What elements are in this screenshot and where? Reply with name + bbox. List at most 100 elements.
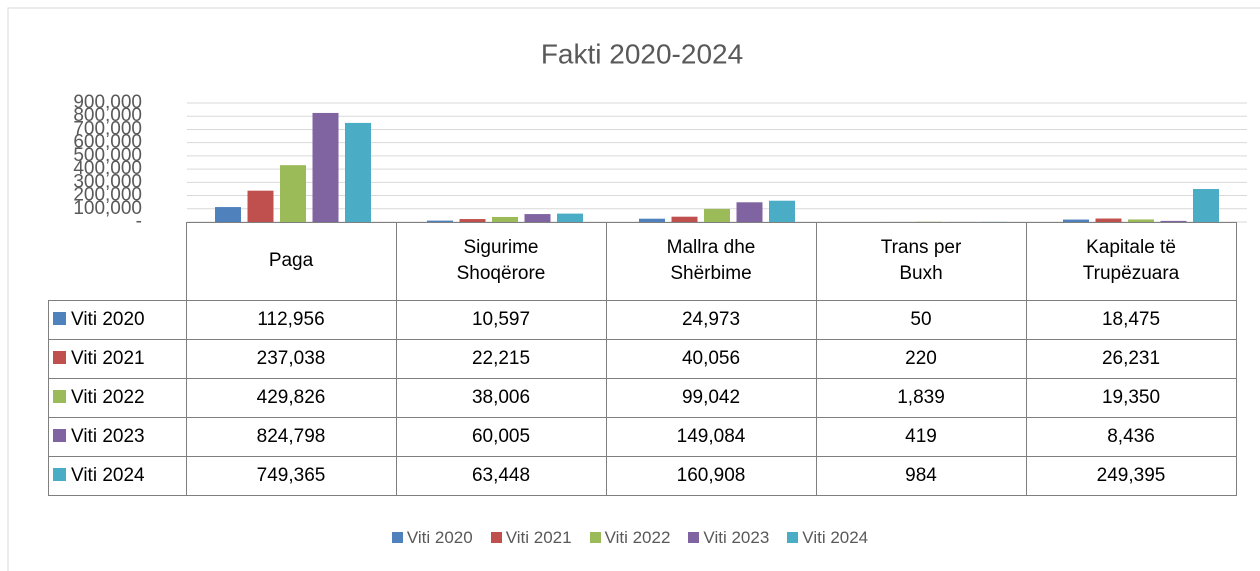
y-tick-label: 300,000 [73,171,142,192]
table-row: Viti 2021 237,038 22,215 40,056 220 26,231 [48,338,1237,379]
series-name: Viti 2021 [71,347,145,369]
table-value: 26,231 [1025,338,1237,379]
y-tick-label: 600,000 [73,132,142,153]
y-tick-label: 700,000 [73,118,142,139]
table-value: 40,056 [605,338,817,379]
category-label: Kapitale të Trupëzuara [1025,222,1237,301]
bar [671,216,698,222]
table-value: 60,005 [395,416,607,457]
bar [492,216,518,222]
y-tick-label: 500,000 [73,145,142,166]
table-value: 18,475 [1025,299,1237,340]
table-value: 63,448 [395,455,607,496]
table-value: 24,973 [605,299,817,340]
table-value: 112,956 [185,299,397,340]
row-label: Viti 2022 [48,377,187,418]
chart-border [7,7,1260,571]
row-label: Viti 2024 [48,455,187,496]
category-label: Mallra dhe Shërbime [605,222,817,301]
legend-item: Viti 2023 [688,528,769,547]
table-value: 429,826 [185,377,397,418]
table-value: 8,436 [1025,416,1237,457]
bar [1128,219,1154,222]
y-tick-label: 800,000 [73,105,142,126]
legend-label: Viti 2021 [505,528,572,547]
legend-item: Viti 2022 [589,528,671,547]
chart-title: Fakti 2020-2024 [541,38,743,69]
row-label: Viti 2021 [48,338,187,379]
legend-swatch [53,467,66,481]
bar [769,200,795,222]
y-tick-label: - [136,211,142,232]
table-value: 249,395 [1025,455,1237,496]
legend-label: Viti 2023 [703,528,770,547]
legend-label: Viti 2024 [802,528,869,547]
table-value: 99,042 [605,377,817,418]
table-value: 984 [815,455,1027,496]
legend-item: Viti 2020 [391,528,473,547]
legend-swatch [53,389,66,403]
row-label: Viti 2020 [48,299,187,340]
table-value: 50 [815,299,1027,340]
bar [736,202,763,222]
table-value: 824,798 [185,416,397,457]
table-header-row: Paga Sigurime Shoqërore Mallra dhe Shërbim… [48,222,1237,301]
legend-swatch [490,532,502,543]
series-name: Viti 2022 [71,386,145,408]
table-value: 237,038 [185,338,397,379]
table-corner [48,222,187,301]
table-row: Viti 2020 112,956 10,597 24,973 50 18,475 [48,299,1237,340]
table-value: 38,006 [395,377,607,418]
table-value: 749,365 [185,455,397,496]
legend-item: Viti 2024 [787,528,868,547]
bar [704,208,730,222]
bar [280,165,306,222]
legend-swatch [53,311,66,325]
legend-swatch [53,428,66,442]
legend: Viti 2020 Viti 2021 Viti 2022 Viti 2023 Viti… [0,528,1260,548]
legend-swatch [787,532,799,543]
series-name: Viti 2020 [71,308,145,330]
series-name: Viti 2023 [71,425,145,447]
legend-item: Viti 2021 [490,528,572,547]
category-label: Paga [185,222,397,301]
bar [1193,189,1219,222]
y-tick-label: 100,000 [73,198,142,219]
table-row: Viti 2022 429,826 38,006 99,042 1,839 19,350 [48,377,1237,418]
y-tick-label: 200,000 [73,185,142,206]
bar [1160,220,1187,222]
y-tick-label: 400,000 [73,158,142,179]
series-name: Viti 2024 [71,464,145,486]
table-value: 149,084 [605,416,817,457]
table-value: 22,215 [395,338,607,379]
table-row: Viti 2023 824,798 60,005 149,084 419 8,436 [48,416,1237,457]
bar [215,207,241,222]
row-label: Viti 2023 [48,416,187,457]
legend-swatch [589,532,601,543]
legend-swatch [391,532,403,543]
bar [345,122,371,222]
bar [312,112,339,222]
table-value: 220 [815,338,1027,379]
bar [639,218,665,222]
legend-swatch [53,350,66,364]
table-value: 419 [815,416,1027,457]
bar [1095,218,1122,222]
bar [557,213,583,222]
legend-swatch [688,532,700,543]
bar [247,190,274,222]
table-row: Viti 2024 749,365 63,448 160,908 984 249,395 [48,455,1237,496]
bar [427,220,453,222]
data-table: Paga Sigurime Shoqërore Mallra dhe Shërbim… [48,222,1237,496]
table-value: 10,597 [395,299,607,340]
bar [1063,219,1089,222]
category-label: Trans per Buxh [815,222,1027,301]
y-tick-label: 900,000 [73,92,142,113]
legend-label: Viti 2022 [604,528,671,547]
table-value: 19,350 [1025,377,1237,418]
legend-label: Viti 2020 [406,528,473,547]
table-value: 1,839 [815,377,1027,418]
table-value: 160,908 [605,455,817,496]
